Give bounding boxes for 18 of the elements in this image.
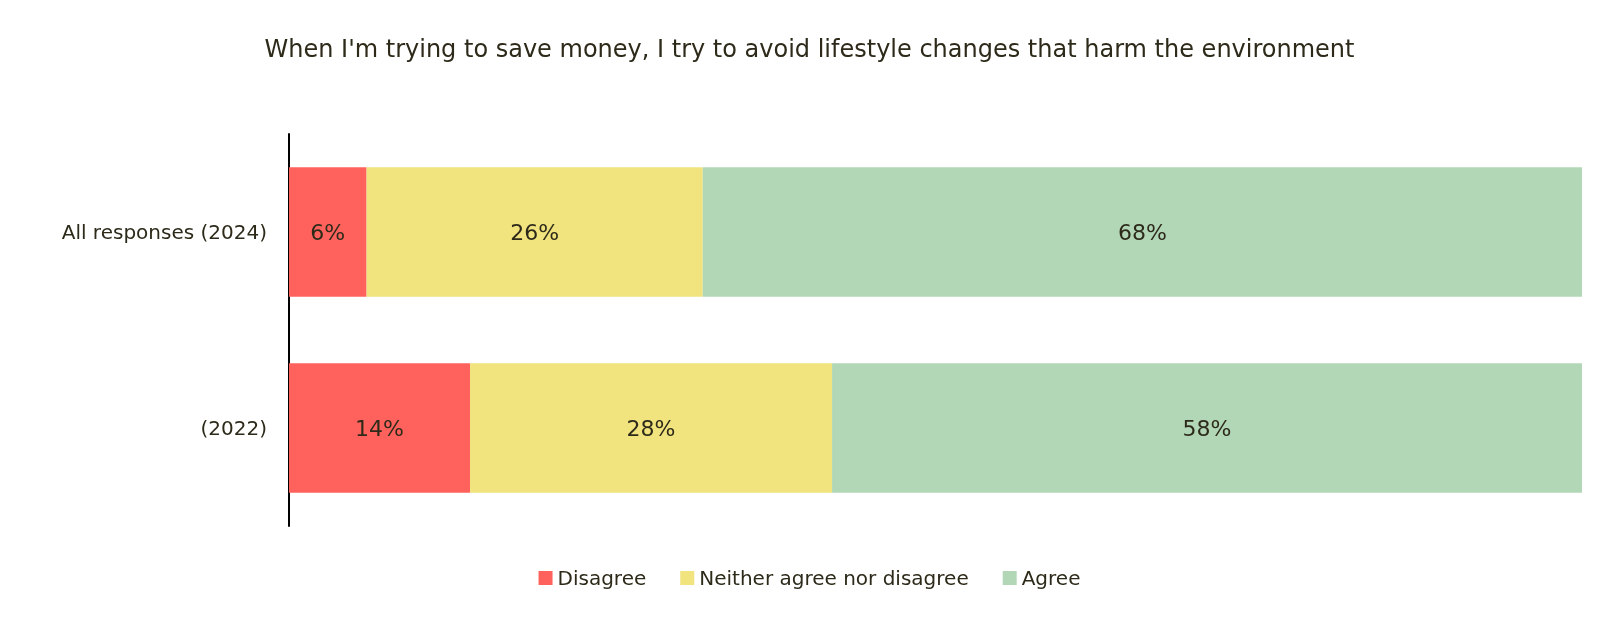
bar bbox=[470, 363, 833, 493]
chart-title: When I'm trying to save money, I try to avoid lifestyle changes that harm the environment bbox=[264, 35, 1355, 63]
bar bbox=[366, 167, 703, 297]
legend-label: Disagree bbox=[557, 566, 647, 590]
data-label: 26% bbox=[510, 219, 560, 245]
legend-label: Neither agree nor disagree bbox=[699, 566, 969, 590]
y-tick-label: All responses (2024) bbox=[61, 220, 267, 244]
data-label: 28% bbox=[626, 415, 676, 441]
data-label: 68% bbox=[1117, 219, 1167, 245]
bar bbox=[832, 363, 1582, 493]
data-label: 6% bbox=[310, 219, 346, 245]
data-label: 14% bbox=[355, 415, 404, 441]
legend-label: Agree bbox=[1021, 566, 1081, 590]
bar bbox=[289, 363, 471, 493]
bar bbox=[702, 167, 1582, 297]
data-label: 58% bbox=[1182, 415, 1232, 441]
bar bbox=[289, 167, 367, 297]
y-tick-label: (2022) bbox=[200, 416, 267, 440]
